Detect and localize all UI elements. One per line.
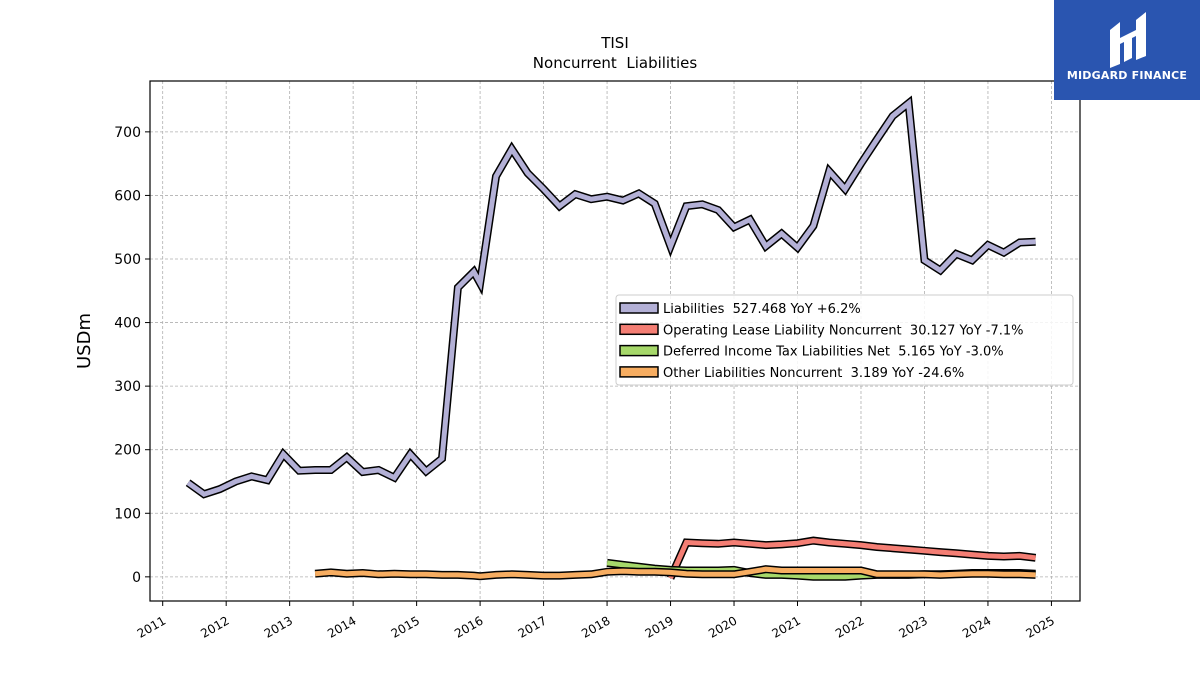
legend-swatch (619, 366, 659, 378)
legend-label: Operating Lease Liability Noncurrent 30.… (663, 323, 1024, 338)
x-tick-label: 2011 (135, 613, 168, 640)
legend-label: Liabilities 527.468 YoY +6.2% (663, 302, 861, 317)
x-tick-label: 2022 (833, 613, 866, 640)
x-tick-label: 2025 (1023, 613, 1056, 640)
series-line-4 (314, 565, 1036, 581)
series-line-2 (666, 536, 1037, 580)
y-tick-label: 700 (114, 125, 141, 141)
series-stroke (314, 566, 1036, 579)
legend: Liabilities 527.468 YoY +6.2% Operating L… (615, 294, 1074, 386)
brand-logo: MIDGARD FINANCE (1054, 0, 1200, 100)
x-tick-label: 2018 (579, 613, 612, 640)
legend-box (615, 294, 1074, 386)
x-tick-label: 2024 (960, 613, 993, 640)
y-axis-label: USDm (74, 313, 95, 369)
x-tick-label: 2014 (325, 613, 358, 640)
x-tick-label: 2015 (389, 613, 422, 640)
legend-swatch (619, 302, 659, 314)
y-tick-label: 200 (114, 443, 141, 459)
y-tick-label: 100 (114, 506, 141, 522)
plot-frame (149, 80, 1081, 602)
series-stroke (186, 98, 1036, 497)
x-tick-label: 2016 (452, 613, 485, 640)
series-line-1 (185, 95, 1036, 499)
x-tick-label: 2021 (770, 613, 803, 640)
legend-item: Liabilities 527.468 YoY +6.2% (619, 302, 861, 317)
chart-subtitle: Noncurrent Liabilities (533, 54, 698, 72)
chart-title: TISI (600, 34, 629, 52)
series-stroke (668, 538, 1036, 580)
y-tick-label: 400 (114, 316, 141, 332)
legend-label: Other Liabilities Noncurrent 3.189 YoY -… (663, 366, 964, 381)
brand-name: MIDGARD FINANCE (1066, 69, 1188, 82)
y-tick-label: 500 (114, 252, 141, 268)
y-tick-label: 600 (114, 188, 141, 204)
x-tick-label: 2017 (516, 613, 549, 640)
x-tick-label: 2020 (706, 613, 739, 640)
series-layer (185, 95, 1037, 581)
legend-item: Deferred Income Tax Liabilities Net 5.16… (619, 344, 1004, 360)
x-tick-label: 2023 (897, 613, 930, 640)
x-tick-label: 2013 (262, 613, 295, 640)
legend-item: Operating Lease Liability Noncurrent 30.… (619, 323, 1024, 338)
legend-label: Deferred Income Tax Liabilities Net 5.16… (663, 345, 1004, 360)
y-tick-label: 300 (114, 379, 141, 395)
y-tick-label: 0 (132, 570, 141, 586)
brand-mark-icon (1110, 12, 1146, 68)
legend-item: Other Liabilities Noncurrent 3.189 YoY -… (619, 366, 964, 381)
legend-swatch (619, 344, 659, 357)
x-tick-label: 2012 (198, 613, 231, 640)
legend-swatch (619, 323, 659, 336)
x-tick-label: 2019 (643, 613, 676, 640)
